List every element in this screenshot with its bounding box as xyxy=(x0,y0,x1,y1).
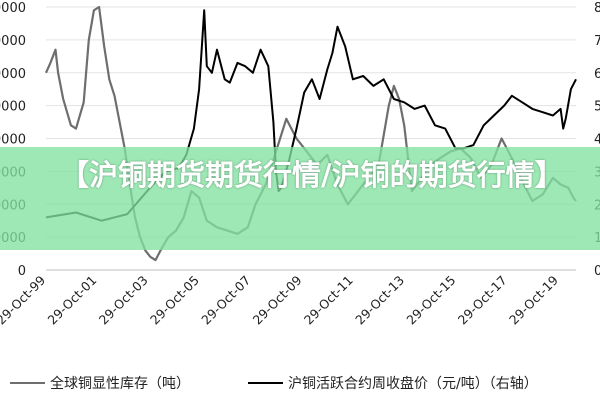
x-tick-label-0: 29-Oct-99 xyxy=(0,272,48,327)
title-banner: 【沪铜期货期货行情/沪铜的期货行情】 xyxy=(0,147,600,250)
right-tick-label-0: 0 xyxy=(594,264,600,279)
x-tick-label-1: 29-Oct-01 xyxy=(44,273,99,328)
x-tick-label-5: 29-Oct-09 xyxy=(250,272,305,327)
right-tick-label-4: 4 xyxy=(594,133,600,148)
series-line-price xyxy=(45,9,577,222)
legend-label-price: 沪铜活跃合约周收盘价（元/吨）（右轴） xyxy=(288,375,538,392)
right-tick-label-8: 8 xyxy=(594,1,600,16)
x-tick-label-8: 29-Oct-15 xyxy=(403,273,458,328)
x-tick-label-7: 29-Oct-13 xyxy=(352,273,407,328)
legend-label-inventory: 全球铜显性库存（吨） xyxy=(50,375,190,392)
x-axis-ticks: 29-Oct-9929-Oct-0129-Oct-0329-Oct-0529-O… xyxy=(0,272,561,327)
x-tick-label-4: 29-Oct-07 xyxy=(198,273,253,328)
banner-title: 【沪铜期货期货行情/沪铜的期货行情】 xyxy=(60,158,564,192)
right-tick-label-6: 6 xyxy=(594,67,600,82)
left-tick-label-0: 0 xyxy=(18,264,26,279)
right-tick-label-5: 5 xyxy=(594,100,600,115)
x-tick-label-10: 29-Oct-19 xyxy=(506,272,561,327)
x-tick-label-2: 29-Oct-03 xyxy=(96,273,151,328)
x-tick-label-3: 29-Oct-05 xyxy=(147,273,202,328)
right-tick-label-7: 7 xyxy=(594,34,600,49)
x-tick-label-9: 29-Oct-17 xyxy=(455,273,510,328)
x-tick-label-6: 29-Oct-11 xyxy=(301,273,356,328)
legend: 全球铜显性库存（吨） 沪铜活跃合约周收盘价（元/吨）（右轴） xyxy=(10,375,538,392)
